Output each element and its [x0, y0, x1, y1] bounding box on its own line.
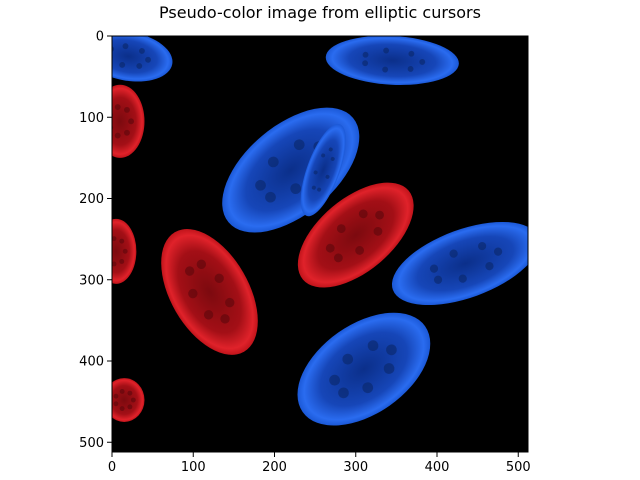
- blue-cell-top: [325, 36, 459, 85]
- axes-frame: [111, 35, 529, 453]
- red-cell-bottom-left: [112, 378, 145, 422]
- y-tick-label: 200: [79, 192, 104, 207]
- x-axis: 0 100 200 300 400 500: [108, 452, 531, 475]
- blue-cell-right: [391, 221, 528, 306]
- y-tick-label: 500: [79, 436, 104, 451]
- blue-cell-bottom-center: [297, 312, 431, 426]
- x-tick-label: 300: [343, 460, 368, 475]
- y-tick-label: 100: [79, 111, 104, 126]
- red-cell-left-edge-mid: [112, 218, 137, 284]
- x-tick-label: 500: [506, 460, 531, 475]
- y-axis: 0 100 200 300 400 500: [79, 30, 112, 451]
- x-tick-label: 0: [108, 460, 116, 475]
- y-tick-label: 400: [79, 355, 104, 370]
- x-tick-label: 400: [425, 460, 450, 475]
- blue-cell-top-left: [112, 36, 173, 82]
- figure-title: Pseudo-color image from elliptic cursors: [159, 3, 481, 22]
- red-cell-center: [297, 182, 414, 288]
- x-tick-label: 200: [262, 460, 287, 475]
- y-tick-label: 300: [79, 273, 104, 288]
- blue-cell-small-mid: [300, 123, 346, 217]
- red-cell-left-edge-top: [112, 84, 145, 158]
- y-tick-label: 0: [96, 30, 104, 45]
- pseudo-color-image: [112, 36, 528, 452]
- x-tick-label: 100: [181, 460, 206, 475]
- red-cell-center-left: [161, 229, 258, 355]
